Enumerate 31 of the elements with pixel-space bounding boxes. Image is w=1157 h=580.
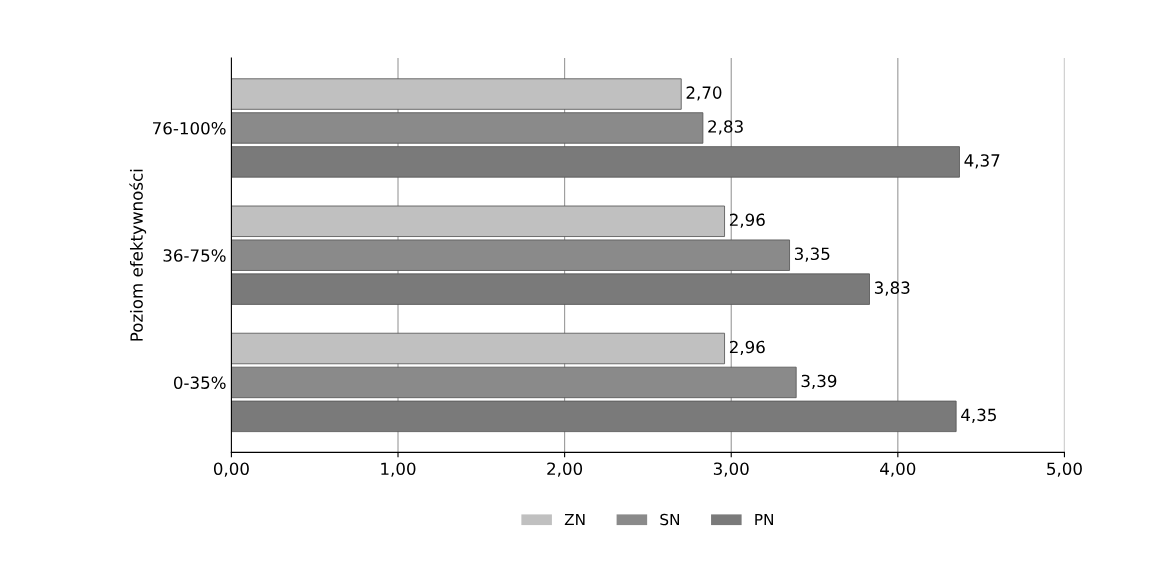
y-axis-title: Poziom efektywności <box>129 169 147 341</box>
data-label: 2,96 <box>729 340 765 356</box>
legend-label: PN <box>755 513 773 526</box>
bar <box>231 400 957 433</box>
y-tick-label: 0-35% <box>173 376 226 389</box>
bar <box>231 112 704 144</box>
x-tick-label: 0,00 <box>213 462 249 477</box>
x-tick-label: 2,00 <box>547 462 583 477</box>
bar <box>231 146 960 178</box>
data-label: 3,39 <box>801 374 837 389</box>
x-tick-label: 1,00 <box>381 462 416 477</box>
bar <box>231 332 725 365</box>
y-tick-label: 36-75% <box>163 249 226 262</box>
data-label: 2,83 <box>708 120 743 135</box>
data-label: 3,35 <box>794 247 830 262</box>
bar <box>231 78 682 110</box>
bar <box>231 273 870 305</box>
x-tick-label: 3,00 <box>713 462 749 477</box>
data-label: 2,70 <box>686 86 722 101</box>
y-tick-label: 76-100% <box>153 121 226 135</box>
legend-label: SN <box>660 513 679 526</box>
x-tick-label: 5,00 <box>1047 462 1082 477</box>
data-label: 4,35 <box>961 408 996 423</box>
data-label: 3,83 <box>874 281 910 296</box>
x-tick-label: 4,00 <box>880 462 916 477</box>
data-label: 4,37 <box>964 154 1000 169</box>
data-label: 2,96 <box>729 213 765 228</box>
legend-label: ZN <box>564 513 585 526</box>
bar <box>231 205 725 237</box>
bar <box>231 366 797 399</box>
bar <box>231 239 790 271</box>
